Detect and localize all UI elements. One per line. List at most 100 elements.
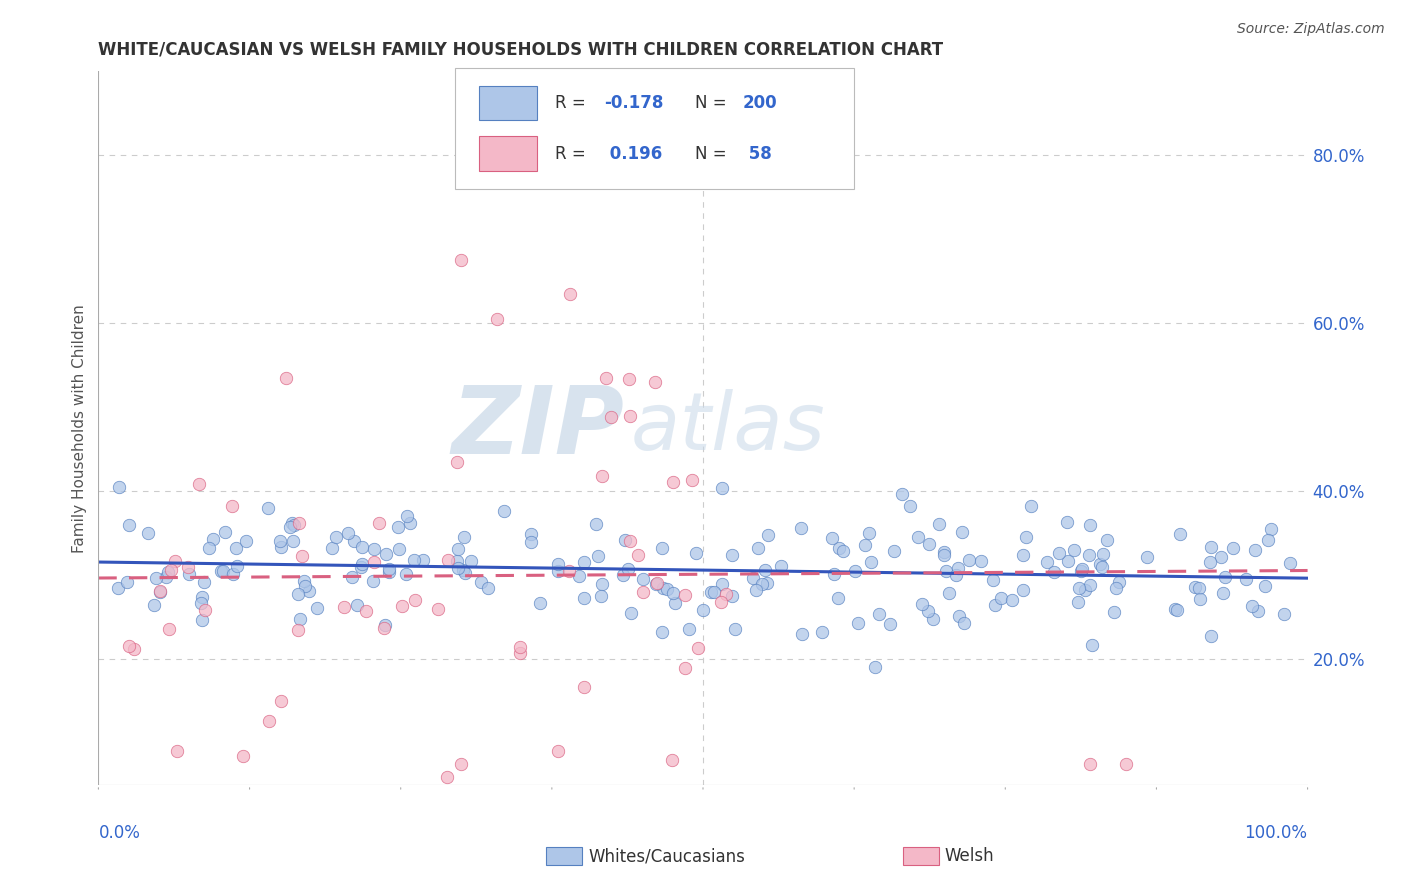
Point — [1069, 582, 1091, 596]
Text: Whites/Caucasians: Whites/Caucasians — [588, 847, 745, 865]
Point — [298, 584, 321, 599]
Point — [1070, 565, 1092, 579]
Point — [124, 641, 146, 656]
Point — [1001, 593, 1024, 607]
Point — [118, 639, 141, 653]
Point — [627, 548, 650, 562]
Point — [190, 613, 212, 627]
Point — [354, 604, 377, 618]
Text: N =: N = — [695, 145, 725, 162]
Point — [222, 567, 245, 582]
Point — [305, 600, 328, 615]
Bar — [479, 136, 537, 170]
Point — [858, 525, 880, 540]
Point — [107, 581, 129, 595]
Point — [149, 583, 172, 598]
Point — [492, 504, 515, 518]
Point — [157, 622, 180, 636]
Point — [1036, 555, 1059, 569]
Point — [1090, 560, 1112, 574]
Point — [155, 570, 177, 584]
Point — [1047, 546, 1070, 560]
Point — [721, 590, 744, 604]
Text: R =: R = — [555, 95, 592, 112]
Point — [686, 640, 709, 655]
Point — [1164, 602, 1187, 616]
Point — [1188, 581, 1211, 595]
Point — [145, 571, 167, 585]
Point — [619, 409, 641, 423]
Point — [678, 622, 700, 636]
Point — [325, 530, 347, 544]
Point — [1070, 562, 1092, 576]
Point — [214, 524, 236, 539]
Point — [823, 567, 845, 582]
Point — [257, 714, 280, 728]
Point — [572, 555, 595, 569]
Bar — [479, 87, 537, 120]
Text: 0.196: 0.196 — [603, 145, 662, 162]
Point — [1104, 581, 1126, 595]
Point — [1057, 554, 1080, 568]
Point — [221, 499, 243, 513]
Point — [907, 530, 929, 544]
Point — [898, 499, 921, 513]
Point — [157, 565, 180, 579]
Point — [572, 681, 595, 695]
Point — [477, 582, 499, 596]
Point — [374, 618, 396, 632]
Point — [373, 621, 395, 635]
Point — [1091, 547, 1114, 561]
Point — [257, 500, 280, 515]
Point — [828, 541, 851, 555]
Point — [644, 375, 666, 389]
Point — [662, 475, 685, 490]
Point — [191, 590, 214, 604]
Text: WHITE/CAUCASIAN VS WELSH FAMILY HOUSEHOLDS WITH CHILDREN CORRELATION CHART: WHITE/CAUCASIAN VS WELSH FAMILY HOUSEHOL… — [98, 41, 943, 59]
Point — [232, 748, 254, 763]
Text: Welsh: Welsh — [945, 847, 994, 865]
Point — [1201, 540, 1223, 554]
Point — [651, 541, 673, 556]
Point — [616, 562, 638, 576]
Point — [673, 660, 696, 674]
Point — [343, 533, 366, 548]
Point — [844, 564, 866, 578]
Text: 58: 58 — [742, 145, 772, 162]
Point — [1222, 541, 1244, 555]
Point — [617, 372, 640, 386]
Point — [363, 555, 385, 569]
Point — [711, 482, 734, 496]
Point — [1234, 573, 1257, 587]
Point — [661, 753, 683, 767]
Point — [294, 579, 316, 593]
Point — [453, 530, 475, 544]
Point — [700, 584, 723, 599]
Point — [201, 533, 224, 547]
Point — [945, 568, 967, 582]
Point — [1189, 591, 1212, 606]
Point — [588, 549, 610, 563]
Y-axis label: Family Households with Children: Family Households with Children — [72, 304, 87, 552]
Point — [350, 557, 373, 571]
Point — [917, 604, 939, 618]
Point — [363, 542, 385, 557]
Point — [558, 286, 581, 301]
Point — [149, 584, 172, 599]
Point — [520, 527, 543, 541]
Point — [1066, 594, 1088, 608]
Point — [280, 520, 302, 534]
Point — [1108, 574, 1130, 589]
Point — [388, 542, 411, 557]
Point — [754, 563, 776, 577]
Text: Source: ZipAtlas.com: Source: ZipAtlas.com — [1237, 22, 1385, 37]
Point — [1080, 638, 1102, 652]
Point — [657, 582, 679, 596]
Point — [953, 616, 976, 631]
Bar — [903, 847, 939, 865]
Point — [613, 533, 636, 547]
Point — [447, 561, 470, 575]
Point — [950, 525, 973, 540]
Point — [1080, 578, 1102, 592]
Point — [274, 371, 297, 385]
